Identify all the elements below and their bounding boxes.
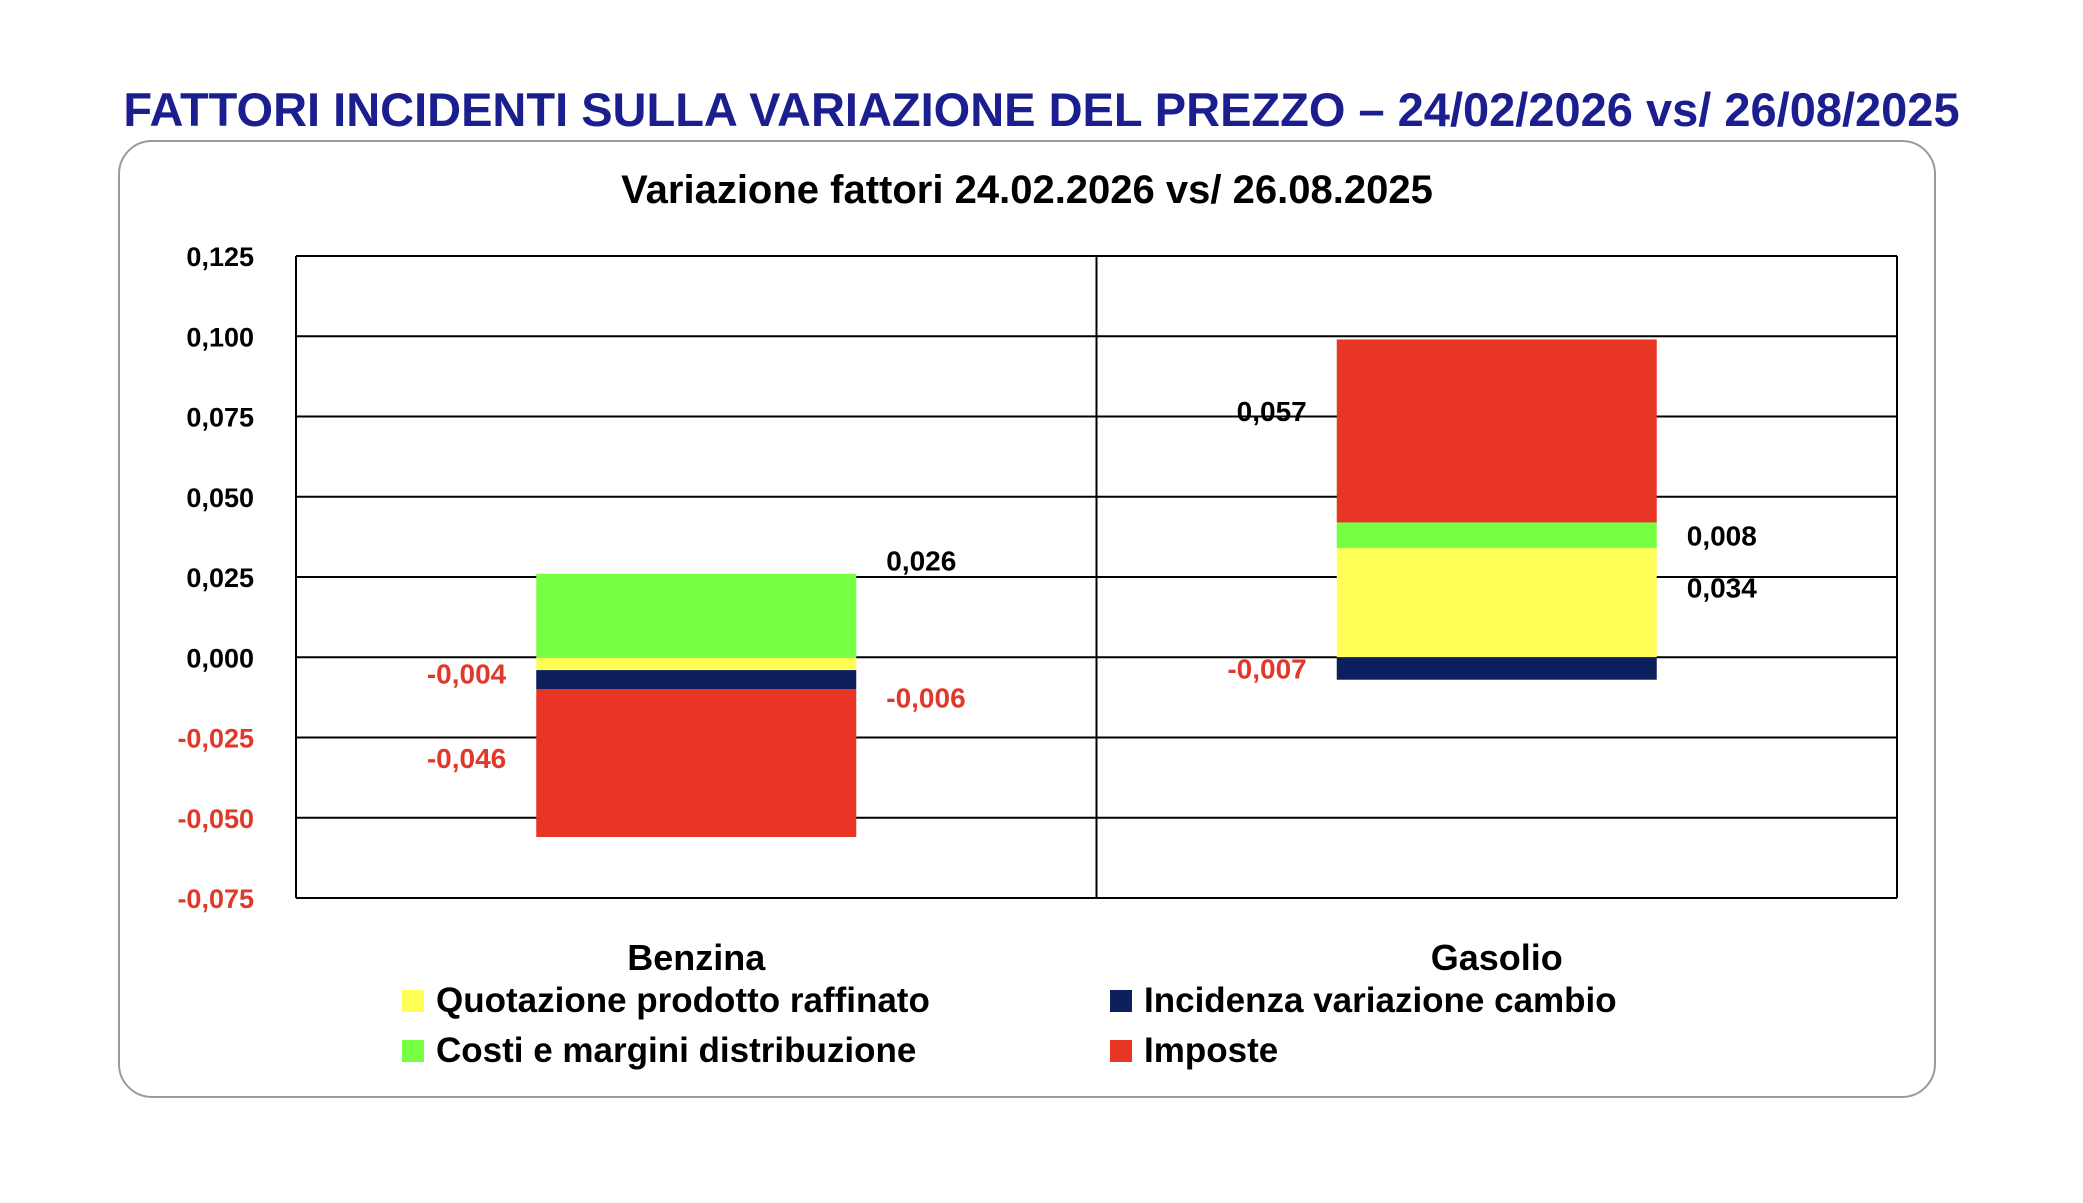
page-title: FATTORI INCIDENTI SULLA VARIAZIONE DEL P… (123, 83, 1960, 136)
legend-label: Costi e margini distribuzione (436, 1031, 916, 1070)
legend-layer: Quotazione prodotto raffinato Incidenza v… (402, 981, 1617, 1070)
y-tick-label: 0,025 (186, 563, 254, 593)
bar-segment-gasolio-quotazione-prodotto-raffinato (1336, 548, 1657, 658)
y-tick-label: 0,100 (186, 322, 254, 352)
y-tick-label: 0,000 (186, 643, 254, 673)
legend-label: Incidenza variazione cambio (1144, 981, 1617, 1020)
legend-swatch (402, 990, 424, 1012)
bar-segment-benzina-imposte (536, 689, 857, 838)
y-tick-label: -0,050 (177, 804, 254, 834)
legend-label: Imposte (1144, 1031, 1278, 1070)
y-tick-label: -0,075 (177, 884, 254, 914)
data-label: 0,057 (1237, 396, 1307, 427)
data-label: -0,004 (427, 659, 507, 690)
data-label: -0,006 (886, 683, 965, 714)
legend-label: Quotazione prodotto raffinato (436, 981, 930, 1020)
data-label: 0,008 (1687, 520, 1757, 551)
legend-swatch (402, 1040, 424, 1062)
label-layer: -0,004 -0,006 0,026 -0,046 0,034 -0,007 0,008 0… (427, 396, 1757, 774)
legend-swatch (1110, 990, 1132, 1012)
bar-segment-gasolio-imposte (1336, 339, 1657, 523)
bar-segment-benzina-incidenza-variazione-cambio (536, 670, 857, 690)
axis-layer: 0,125 0,100 0,075 0,050 0,025 0,000 -0,025 -0,0… (177, 242, 1562, 978)
data-label: 0,034 (1687, 573, 1757, 604)
legend-swatch (1110, 1040, 1132, 1062)
data-label: 0,026 (886, 546, 956, 577)
y-tick-label: 0,075 (186, 403, 254, 433)
bar-segment-benzina-quotazione-prodotto-raffinato (536, 657, 857, 671)
data-label: -0,007 (1227, 653, 1306, 684)
data-label: -0,046 (427, 743, 506, 774)
grid-layer (295, 255, 1898, 899)
chart-title: Variazione fattori 24.02.2026 vs/ 26.08.… (621, 168, 1433, 212)
category-label: Gasolio (1431, 937, 1563, 978)
bar-segment-benzina-costi-e-margini-distribuzione (536, 573, 857, 658)
y-tick-label: -0,025 (177, 724, 254, 754)
category-label: Benzina (627, 937, 766, 978)
bar-segment-gasolio-incidenza-variazione-cambio (1336, 657, 1657, 680)
bar-segment-gasolio-costi-e-margini-distribuzione (1336, 522, 1657, 549)
y-tick-label: 0,050 (186, 483, 254, 513)
y-tick-label: 0,125 (186, 242, 254, 272)
bar-layer (536, 339, 1657, 838)
